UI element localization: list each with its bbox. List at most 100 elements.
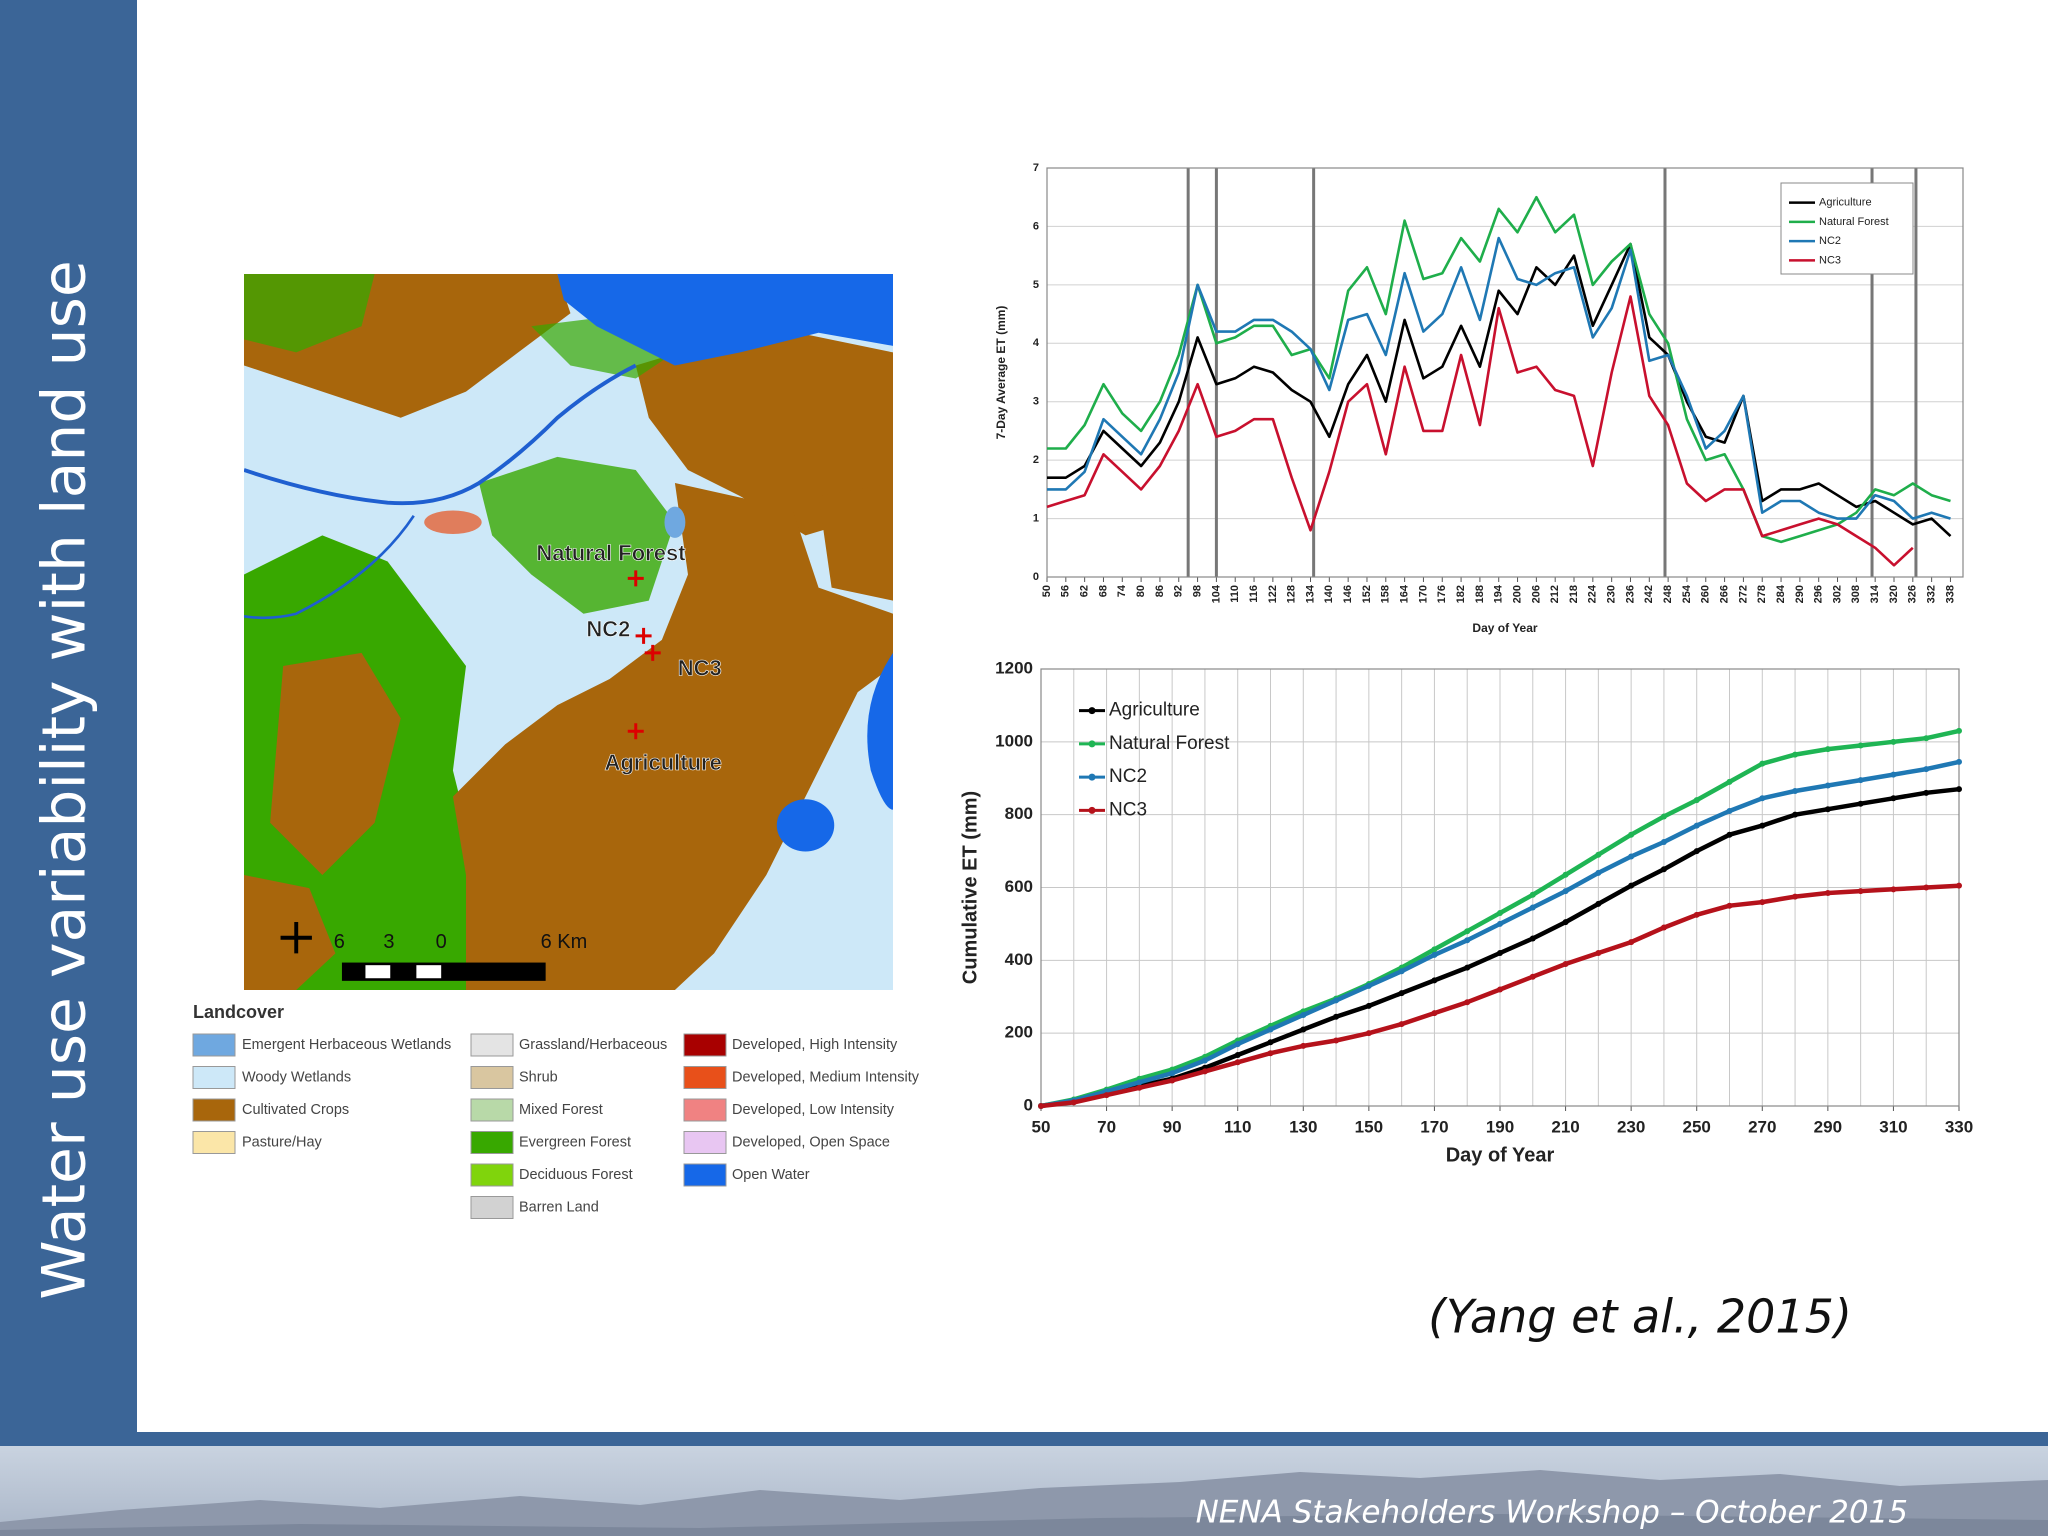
sidebar (0, 0, 137, 1432)
series-marker (1497, 986, 1503, 993)
legend-label: Developed, Open Space (732, 1134, 890, 1150)
map-labels: Natural Forest NC2 NC3 Agriculture 6 3 0 6 Km (334, 540, 722, 953)
legend-swatch (470, 1066, 514, 1089)
x-tick-label: 284 (1775, 584, 1787, 603)
series-marker (1857, 800, 1864, 807)
legend-swatch (470, 1163, 514, 1187)
series-marker (1333, 997, 1340, 1004)
map-river (244, 363, 637, 506)
x-tick-label: 278 (1756, 585, 1768, 603)
x-axis-label: Day of Year (1472, 621, 1537, 635)
series-marker (1333, 1037, 1340, 1044)
x-tick-label: 176 (1436, 585, 1448, 603)
legend-label: Evergreen Forest (519, 1134, 631, 1150)
x-tick-label: 70 (1097, 1117, 1116, 1136)
series-marker (1759, 822, 1766, 829)
series-marker (1693, 848, 1700, 855)
north-arrow (280, 922, 312, 954)
x-tick-label: 314 (1869, 584, 1881, 603)
series-marker (1824, 889, 1831, 896)
series-marker (1792, 811, 1799, 818)
series-marker (1923, 735, 1930, 742)
x-tick-label: 190 (1486, 1117, 1514, 1136)
x-tick-label: 330 (1945, 1117, 1973, 1136)
x-tick-label: 296 (1813, 585, 1825, 603)
plot-frame (1046, 167, 1964, 578)
y-tick-label: 1200 (995, 658, 1033, 677)
legend-marker (1088, 806, 1096, 814)
legend-label: Developed, High Intensity (732, 1037, 898, 1053)
series-marker (1431, 977, 1438, 984)
x-tick-label: 62 (1079, 585, 1091, 597)
series-marker (1726, 808, 1733, 815)
map-crops (635, 326, 893, 536)
series-marker (1497, 950, 1503, 957)
x-axis-label: Day of Year (1446, 1144, 1555, 1166)
series-marker (1824, 806, 1831, 813)
x-tick-label: 302 (1831, 585, 1843, 603)
map-river (244, 514, 415, 620)
series-marker (1660, 838, 1667, 845)
legend-label: Natural Forest (1109, 733, 1230, 754)
x-tick-label: 74 (1116, 584, 1128, 597)
map: Natural Forest NC2 NC3 Agriculture 6 3 0 6 Km L… (192, 274, 920, 1219)
series-marker (1595, 851, 1602, 858)
legend-label: Mixed Forest (519, 1102, 603, 1118)
site-marker (627, 570, 644, 587)
x-tick-label: 110 (1229, 585, 1241, 603)
series-marker (1595, 869, 1602, 876)
x-tick-label: 134 (1304, 584, 1316, 603)
map-town (424, 510, 482, 535)
series-marker (1070, 1099, 1077, 1106)
series-marker (1365, 1030, 1372, 1037)
map-image (244, 274, 893, 990)
x-tick-label: 68 (1097, 585, 1109, 597)
x-tick-label: 272 (1737, 585, 1749, 603)
map-crops (244, 875, 336, 990)
series-marker (1398, 1021, 1405, 1028)
legend-label: Woody Wetlands (242, 1069, 351, 1085)
scale-label: 3 (383, 931, 394, 953)
series-marker (1628, 831, 1635, 838)
x-tick-label: 152 (1361, 585, 1373, 603)
x-tick-label: 170 (1420, 1117, 1448, 1136)
series-marker (1923, 766, 1930, 773)
series-marker (1038, 1103, 1044, 1109)
legend-label: Agriculture (1819, 197, 1872, 209)
x-tick-label: 50 (1032, 1117, 1051, 1136)
series-marker (1956, 727, 1962, 734)
x-tick-label: 326 (1907, 585, 1919, 603)
map-legend: Landcover Emergent Herbaceous Wetlands Wo… (192, 1002, 920, 1219)
series-marker (1431, 946, 1438, 953)
series-marker (1103, 1092, 1110, 1099)
site-label: NC3 (678, 656, 722, 681)
x-tick-label: 92 (1173, 585, 1185, 597)
site-label: NC2 (586, 617, 630, 642)
legend-swatch (470, 1098, 514, 1122)
x-tick-label: 150 (1355, 1117, 1383, 1136)
series-marker (1562, 888, 1569, 895)
legend-swatch (683, 1098, 727, 1122)
y-tick-label: 6 (1033, 220, 1039, 232)
x-tick-label: 260 (1700, 585, 1712, 603)
x-tick-label: 194 (1493, 584, 1505, 603)
series-marker (1923, 884, 1930, 891)
series-marker (1956, 882, 1962, 889)
series-marker (1562, 871, 1569, 878)
x-tick-label: 290 (1794, 585, 1806, 603)
series-marker (1529, 891, 1536, 898)
series-marker (1890, 771, 1897, 778)
series-marker (1431, 951, 1438, 958)
series-marker (1136, 1079, 1143, 1086)
legend-swatch (683, 1066, 727, 1089)
map-water (867, 652, 893, 810)
series-marker (1267, 1050, 1274, 1057)
series-marker (1923, 789, 1930, 796)
x-tick-label: 188 (1474, 585, 1486, 603)
site-label: Natural Forest (536, 541, 686, 566)
map-forest (479, 456, 675, 614)
legend-swatch (470, 1131, 514, 1154)
x-tick-label: 80 (1135, 585, 1147, 597)
legend-swatch (470, 1033, 514, 1057)
series-marker (1628, 882, 1635, 889)
